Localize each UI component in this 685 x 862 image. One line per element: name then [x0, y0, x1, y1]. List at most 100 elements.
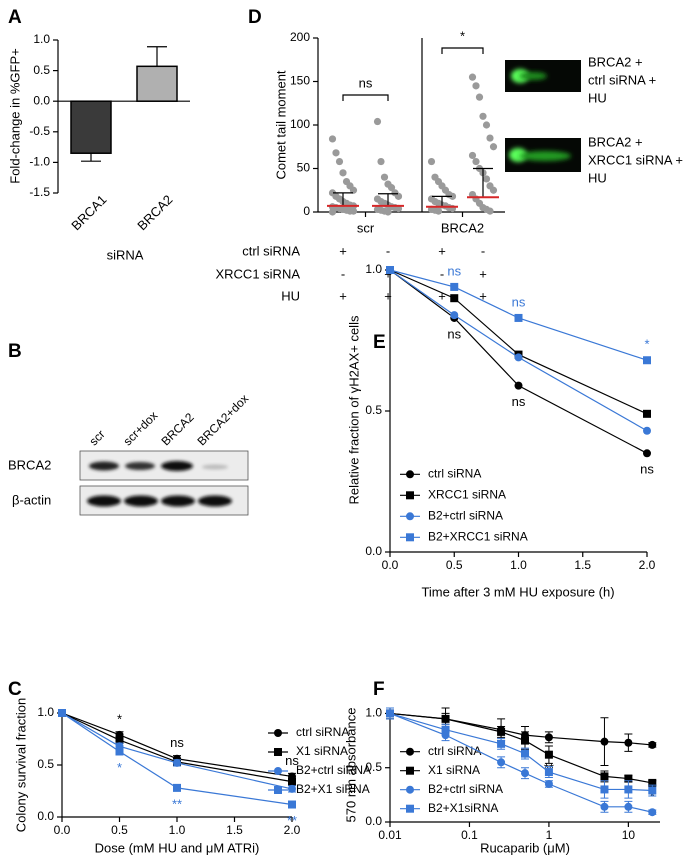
- legend-marker: [406, 766, 414, 775]
- marker: [600, 772, 609, 781]
- marker: [386, 709, 394, 718]
- x-tick-label: 2.0: [284, 823, 301, 837]
- bar: [136, 65, 178, 102]
- series-line: [389, 269, 648, 454]
- point: [384, 208, 392, 216]
- y-tick-label: 1.0: [37, 705, 54, 719]
- marker: [441, 725, 450, 734]
- significance-label: *: [644, 337, 649, 352]
- point: [339, 169, 347, 177]
- point: [349, 207, 358, 215]
- y-tick-label: 150: [290, 74, 310, 88]
- marker: [450, 282, 459, 291]
- table-cell: +: [438, 243, 446, 258]
- table-row-label: XRCC1 siRNA: [215, 266, 300, 281]
- legend-marker: [406, 785, 414, 794]
- point: [328, 208, 337, 216]
- marker: [514, 313, 523, 322]
- table-row-label: ctrl siRNA: [242, 243, 300, 258]
- y-tick-label: -1.5: [29, 185, 50, 199]
- significance-label: ns: [512, 294, 526, 309]
- y-axis-label: 570 nm absorbance: [343, 708, 358, 823]
- marker: [497, 727, 506, 736]
- marker: [643, 426, 651, 435]
- point: [335, 157, 344, 166]
- group-label: scr: [357, 220, 375, 235]
- marker: [648, 808, 657, 817]
- panel-letter: E: [373, 332, 386, 353]
- group-label: BRCA2: [441, 220, 484, 235]
- point: [377, 157, 385, 166]
- point: [394, 192, 403, 200]
- x-tick-label: 0.5: [111, 823, 128, 837]
- point: [486, 134, 494, 142]
- significance-label: **: [287, 813, 297, 828]
- x-tick-label: 1.5: [574, 558, 591, 572]
- point: [332, 149, 340, 157]
- table-cell: -: [341, 266, 345, 281]
- y-tick-label: -1.0: [29, 155, 50, 169]
- marker: [624, 738, 633, 747]
- point: [472, 82, 480, 90]
- x-tick-label: 1: [546, 828, 553, 842]
- legend-label: B2+ctrl siRNA: [296, 763, 371, 777]
- marker: [544, 750, 553, 759]
- significance-label: ns: [640, 462, 654, 477]
- point: [427, 157, 436, 166]
- marker: [600, 737, 609, 746]
- y-tick-label: 0.5: [37, 757, 54, 771]
- marker: [624, 774, 633, 783]
- marker: [521, 736, 529, 745]
- marker: [450, 311, 459, 320]
- table-cell: +: [339, 243, 347, 258]
- marker: [544, 768, 553, 777]
- marker: [386, 266, 394, 274]
- point: [387, 184, 396, 192]
- marker: [648, 786, 657, 795]
- x-axis-label: Time after 3 mM HU exposure (h): [421, 584, 614, 599]
- point: [468, 151, 477, 160]
- marker: [497, 758, 506, 767]
- marker: [115, 736, 124, 745]
- table-cell: +: [339, 288, 347, 303]
- x-axis-label: Dose (mM HU and μM ATRi): [95, 840, 260, 855]
- x-tick-label: 2.0: [639, 558, 656, 572]
- comet-image: [505, 60, 581, 92]
- marker: [643, 409, 651, 418]
- blot-row-label: β-actin: [12, 492, 51, 507]
- point: [489, 143, 498, 151]
- table-cell: +: [479, 288, 487, 303]
- series-line: [389, 269, 648, 361]
- marker: [450, 294, 459, 303]
- marker: [441, 714, 450, 723]
- series-line: [61, 712, 293, 790]
- significance-label: ns: [285, 753, 299, 768]
- marker: [173, 758, 181, 767]
- marker: [544, 780, 553, 788]
- lane-label: BRCA2+dox: [194, 392, 251, 449]
- point: [472, 157, 480, 166]
- marker: [600, 802, 609, 811]
- marker: [115, 747, 124, 756]
- image-caption: HU: [588, 90, 607, 105]
- x-axis-label: siRNA: [107, 247, 144, 262]
- marker: [521, 749, 529, 758]
- table-cell: +: [438, 288, 446, 303]
- point: [434, 207, 443, 215]
- legend-marker: [406, 533, 414, 542]
- legend-label: XRCC1 siRNA: [428, 487, 506, 501]
- significance-label: **: [172, 796, 182, 811]
- y-tick-label: 200: [290, 30, 310, 44]
- legend-marker: [406, 491, 414, 500]
- y-tick-label: 1.0: [365, 706, 382, 720]
- point: [349, 186, 358, 194]
- marker: [624, 785, 633, 794]
- x-tick-label: BRCA2: [134, 192, 175, 233]
- table-cell: -: [440, 266, 444, 281]
- image-caption: ctrl siRNA +: [588, 72, 656, 87]
- legend-label: B2+ctrl siRNA: [428, 508, 503, 522]
- point: [373, 117, 382, 126]
- point: [486, 207, 494, 215]
- marker: [497, 739, 506, 748]
- y-tick-label: 0.0: [33, 93, 50, 107]
